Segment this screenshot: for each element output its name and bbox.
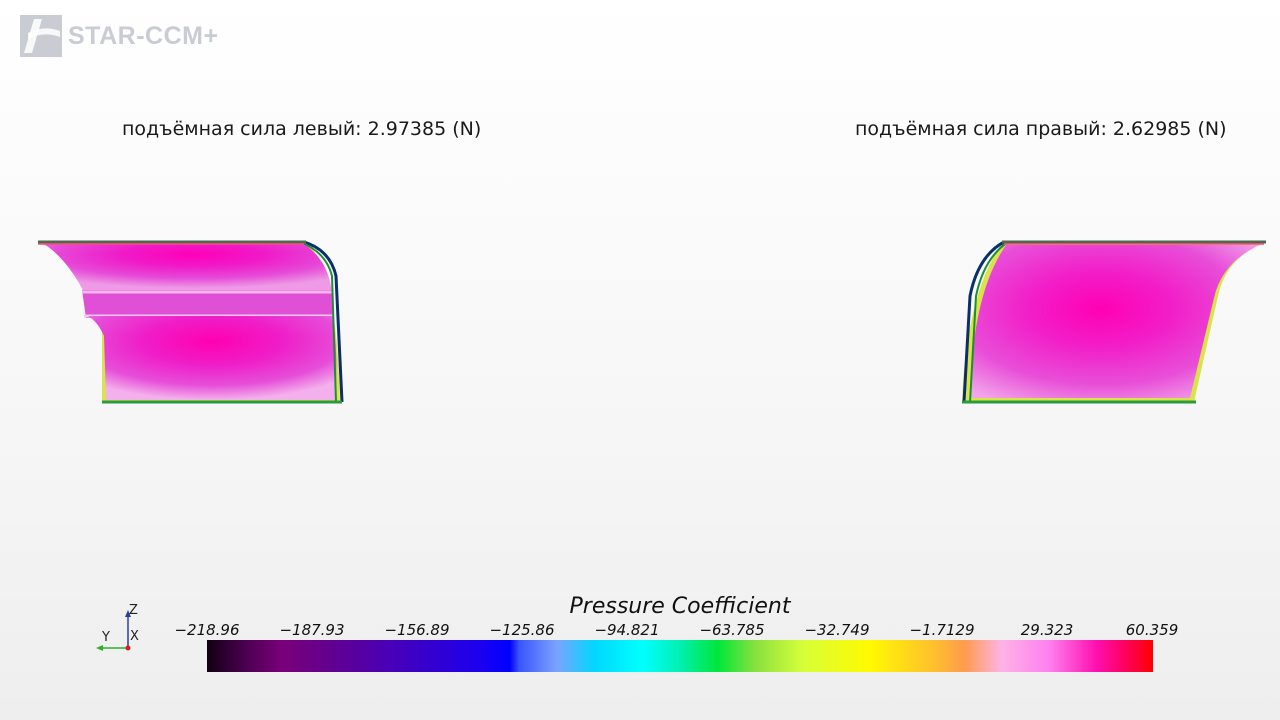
lift-force-right-label: подъёмная сила правый: 2.62985 (N) bbox=[855, 118, 1227, 140]
z-axis-label: Z bbox=[129, 603, 138, 618]
legend-tick-labels: −218.96 −187.93 −156.89 −125.86 −94.821 −63.7… bbox=[0, 621, 1280, 641]
y-axis-label: Y bbox=[101, 630, 110, 645]
legend-tick-label: −218.96 bbox=[174, 621, 240, 639]
logo-mark-icon bbox=[20, 15, 62, 57]
legend-tick-label: −63.785 bbox=[699, 621, 765, 639]
right-part-render bbox=[962, 240, 1266, 404]
legend-title: Pressure Coefficient bbox=[569, 594, 791, 619]
legend-tick-label: 29.323 bbox=[1020, 621, 1074, 639]
legend-tick-label: −187.93 bbox=[279, 621, 345, 639]
x-axis-label: X bbox=[130, 629, 139, 644]
legend-tick-label: −94.821 bbox=[594, 621, 660, 639]
logo-text: STAR-CCM+ bbox=[68, 21, 219, 50]
star-ccm-logo: STAR-CCM+ bbox=[20, 14, 219, 58]
pressure-colorbar bbox=[207, 640, 1153, 672]
legend-tick-label: −1.7129 bbox=[909, 621, 975, 639]
legend-tick-label: −156.89 bbox=[384, 621, 450, 639]
legend-tick-label: −32.749 bbox=[804, 621, 870, 639]
lift-force-left-label: подъёмная сила левый: 2.97385 (N) bbox=[122, 118, 482, 140]
legend-tick-label: −125.86 bbox=[489, 621, 555, 639]
left-part-render bbox=[38, 240, 344, 404]
axis-triad: Z Y X bbox=[96, 603, 139, 651]
legend-tick-label: 60.359 bbox=[1125, 621, 1179, 639]
x-axis-dot bbox=[125, 645, 131, 651]
